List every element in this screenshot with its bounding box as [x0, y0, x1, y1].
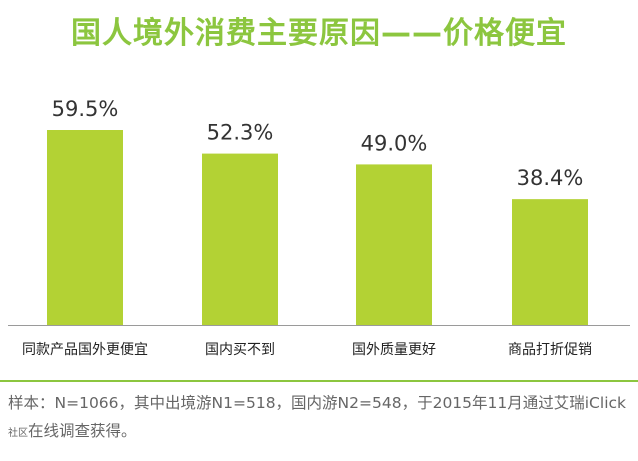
- bar-1: [47, 130, 123, 325]
- value-label-2: 52.3%: [207, 121, 274, 145]
- bars-group: [47, 130, 588, 325]
- category-label-4: 商品打折促销: [508, 341, 592, 358]
- bar-4: [512, 199, 588, 325]
- footnote-tail-text: 在线调查获得。: [28, 422, 137, 440]
- category-label-2: 国内买不到: [205, 342, 275, 358]
- footnote-small-text: 社区: [8, 428, 28, 439]
- bar-2: [202, 153, 278, 325]
- chart-title: 国人境外消费主要原因——价格便宜: [71, 16, 567, 51]
- footnote-text: 样本：N=1066，其中出境游N1=518，国内游N2=548，于2015年11…: [8, 394, 626, 412]
- bar-chart: 59.5% 52.3% 49.0% 38.4% 同款产品国外更便宜 国内买不到 国外质量更…: [8, 97, 630, 358]
- category-label-1: 同款产品国外更便宜: [22, 342, 148, 358]
- category-labels-group: 同款产品国外更便宜 国内买不到 国外质量更好 商品打折促销: [22, 341, 592, 358]
- value-labels-group: 59.5% 52.3% 49.0% 38.4%: [52, 97, 584, 190]
- value-label-3: 49.0%: [361, 131, 428, 155]
- bar-3: [356, 164, 432, 325]
- value-label-1: 59.5%: [52, 97, 119, 121]
- category-label-3: 国外质量更好: [352, 342, 436, 358]
- value-label-4: 38.4%: [517, 166, 584, 190]
- footnote-divider: [0, 380, 638, 382]
- footnote: 样本：N=1066，其中出境游N1=518，国内游N2=548，于2015年11…: [8, 389, 632, 448]
